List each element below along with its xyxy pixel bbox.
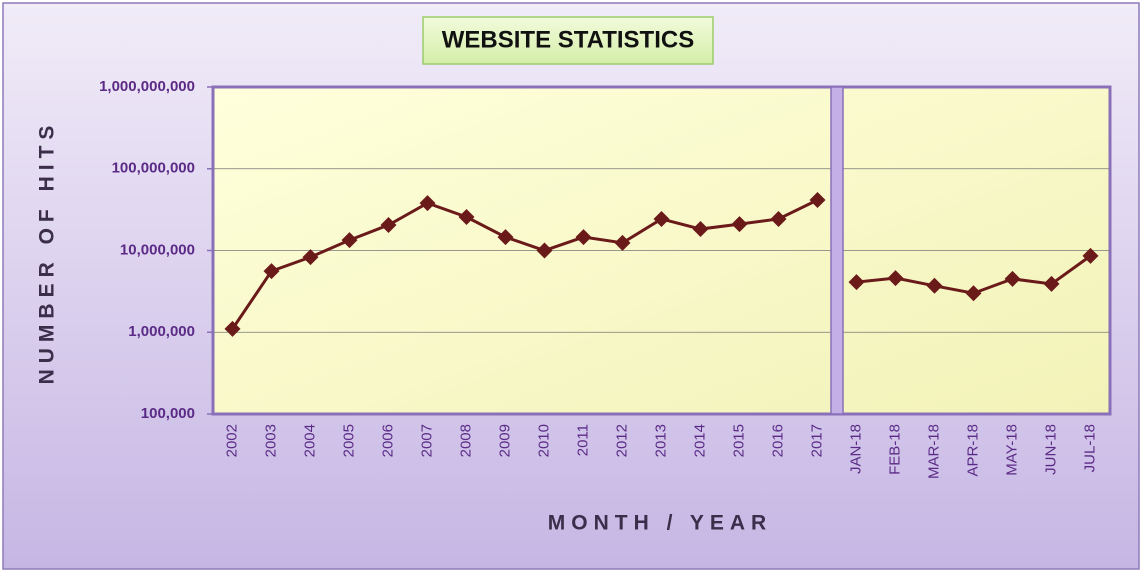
chart-title: WEBSITE STATISTICS [442,26,694,53]
x-tick-label: JAN-18 [847,424,864,474]
x-tick-label: 2017 [808,424,825,457]
x-tick-label: JUL-18 [1081,424,1098,472]
x-tick-label: FEB-18 [886,424,903,475]
data-point [887,270,904,287]
x-tick-label: 2005 [340,424,357,457]
x-tick-label: 2010 [535,424,552,457]
data-point [653,210,670,227]
data-point [848,274,865,291]
data-point [263,263,280,280]
y-axis-title: NUMBER OF HITS [36,120,59,385]
data-point [575,229,592,246]
x-tick-label: 2013 [652,424,669,457]
data-point [497,229,514,246]
data-point [302,249,319,266]
data-point [1004,270,1021,287]
x-tick-label: 2009 [496,424,513,457]
series-line [231,198,819,330]
y-tick-label: 100,000 [141,405,195,422]
data-point [731,216,748,233]
data-point [458,208,475,225]
data-point [614,234,631,251]
data-point [380,217,397,234]
y-tick-label: 1,000,000 [128,323,195,340]
y-tick-label: 100,000,000 [112,160,195,177]
title-box [422,16,714,65]
x-tick-label: 2003 [262,424,279,457]
data-point [419,195,436,212]
data-point [1043,275,1060,292]
x-tick-label: 2016 [769,424,786,457]
x-tick-label: MAY-18 [1003,424,1020,476]
y-tick-label: 1,000,000,000 [99,78,195,95]
x-tick-label: APR-18 [964,424,981,477]
data-point [224,320,241,337]
x-axis-title: MONTH / YEAR [548,512,772,535]
data-point [965,285,982,302]
data-point [926,277,943,294]
data-point [692,221,709,238]
x-tick-label: 2006 [379,424,396,457]
x-tick-label: MAR-18 [925,424,942,479]
x-tick-label: 2007 [418,424,435,457]
x-tick-label: JUN-18 [1042,424,1059,475]
data-point [770,210,787,227]
x-tick-label: 2014 [691,424,708,457]
x-tick-label: 2015 [730,424,747,457]
data-point [536,242,553,259]
x-tick-label: 2004 [301,424,318,457]
data-point [1082,247,1099,264]
data-point [341,232,358,249]
x-tick-label: 2012 [613,424,630,457]
y-tick-label: 10,000,000 [120,241,195,258]
x-tick-label: 2011 [574,424,591,456]
section-divider [830,86,844,415]
data-point [809,191,826,208]
x-tick-label: 2002 [223,424,240,457]
x-tick-label: 2008 [457,424,474,457]
